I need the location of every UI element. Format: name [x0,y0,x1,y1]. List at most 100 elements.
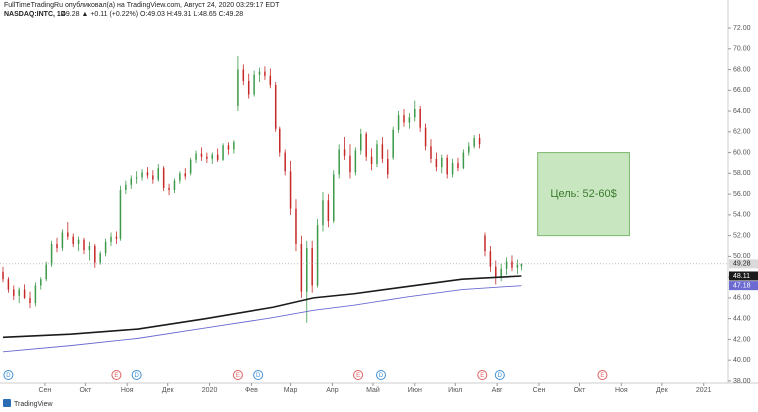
candle-body [2,271,4,280]
candle-body [424,127,427,147]
candle-body [419,108,421,128]
candle-body [392,129,394,158]
candle-body [45,264,47,280]
x-tick-label: Окт [79,387,92,394]
y-tick-label: 40.00 [733,357,751,364]
candle-body [7,279,10,290]
candle-body [343,149,346,156]
candle-body [173,180,176,190]
candle-body [295,208,297,244]
candle-body [152,175,154,180]
x-tick-label: Дек [656,387,669,394]
candle-body [520,263,523,267]
y-tick-label: 42.00 [733,336,751,343]
candle-body [505,261,508,269]
candle-body [327,200,330,222]
candle-body [322,200,324,226]
target-label: Цель: 52-60$ [550,188,616,200]
x-tick-label: Июл [448,387,462,394]
event-label: E [114,373,118,379]
logo: TradingView [14,401,53,408]
candle-body [269,75,272,86]
x-tick-label: 2020 [202,387,218,394]
x-tick-label: Мар [284,387,298,394]
candle-body [468,146,470,153]
candle-body [216,154,219,160]
candle-body [104,241,107,254]
candle-body [473,138,475,147]
candle-body [387,158,389,175]
candle-body [233,142,235,150]
x-tick-label: Ноя [615,387,628,394]
y-tick-label: 52.00 [733,232,751,239]
candle-body [88,245,91,251]
price-tag [729,281,758,291]
event-label: E [480,373,484,379]
x-tick-label: Сен [533,387,546,394]
candle-body [195,153,197,160]
candle-body [489,251,492,267]
candle-body [157,168,160,180]
event-marker [253,370,264,380]
candle-body [168,187,170,190]
candle-body [457,162,459,169]
candle-body [274,85,277,129]
price-tag-label: 48.11 [733,273,750,280]
event-marker [111,370,122,380]
candle-body [189,159,192,174]
target-box [537,152,630,237]
logo-icon [3,399,11,407]
candle-body [50,243,53,265]
candle-body [338,149,340,175]
candle-body [211,154,214,159]
candle-body [23,289,26,298]
event-label: D [256,373,261,379]
candle-body [403,115,405,123]
y-tick-label: 54.00 [733,212,751,219]
candle-body [130,178,133,185]
quote: 49.28 ▲ +0.11 (+0.22%) O:49.03 H:49.31 L… [62,11,243,18]
candle-body [354,150,357,173]
event-label: E [236,373,240,379]
candle-body [484,235,486,252]
candle-body [227,145,230,150]
candle-body [253,74,255,95]
x-tick-label: Ноя [121,387,134,394]
event-marker [353,370,364,380]
candle-body [237,69,239,106]
y-tick-label: 66.00 [733,87,751,94]
candle-body [397,115,400,130]
candle-body [247,80,250,95]
candle-body [451,162,454,175]
candle-body [40,279,42,286]
candle-body [99,253,101,263]
event-marker [232,370,243,380]
y-tick-label: 44.00 [733,315,751,322]
price-tag-label: 49.28 [733,261,751,268]
candle-body [34,285,37,304]
candle-body [141,172,143,178]
candle-body [478,138,481,145]
candle-body [414,108,416,118]
event-marker [597,370,608,380]
candle-body [300,243,303,292]
event-marker [131,370,142,380]
candle-body [125,184,127,190]
candle-body [258,71,261,75]
candle-body [94,245,96,263]
event-marker [494,370,505,380]
candle-body [83,239,85,251]
candle-body [61,232,64,249]
candle-body [500,268,502,278]
y-tick-label: 46.00 [733,295,751,302]
moving-average [2,275,522,339]
event-label: D [134,373,139,379]
event-label: D [379,373,384,379]
author-line: FullTimeTradingRu опубликовал(а) на Trad… [4,1,280,9]
candle-body [110,236,112,242]
candle-body [77,239,80,244]
candle-body [311,248,313,286]
x-tick-label: Окт [574,387,587,394]
